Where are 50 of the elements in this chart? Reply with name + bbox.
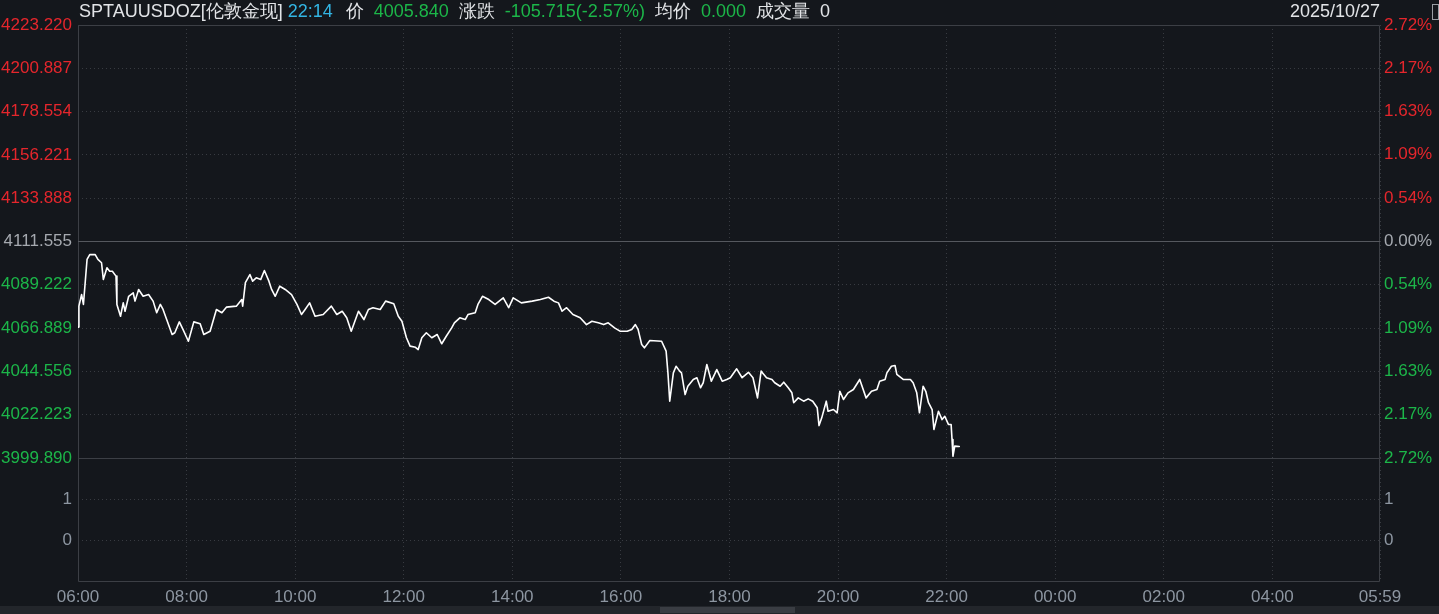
chart-title: SPTAUUSDOZ[伦敦金现]: [79, 0, 283, 23]
y-tick-label: 4133.888: [1, 187, 72, 207]
y2-tick-label: 1.63%: [1384, 360, 1433, 380]
x-tick-label: 02:00: [1142, 586, 1186, 606]
x-tick-label: 05:59: [1358, 586, 1402, 606]
x-tick-label: 08:00: [165, 586, 208, 606]
y2-tick-label: 1.09%: [1384, 317, 1433, 337]
y-tick-label: 4156.221: [1, 144, 72, 164]
x-tick-label: 14:00: [491, 586, 534, 606]
y2-tick-label: 2.72%: [1384, 14, 1433, 34]
y2-tick-label: 2.17%: [1384, 58, 1433, 78]
x-tick-label: 00:00: [1033, 586, 1077, 606]
y2-tick-label: 1: [1384, 488, 1394, 508]
text: 2025/10/27: [1289, 0, 1380, 22]
y-tick-label: 1: [62, 488, 72, 508]
text: 均价: [654, 0, 691, 23]
y-tick-label: 3999.890: [1, 447, 72, 467]
x-tick-label: 12:00: [382, 586, 425, 606]
y-tick-label: 4178.554: [1, 101, 72, 121]
x-tick-label: 10:00: [273, 586, 317, 606]
y2-tick-label: 2.17%: [1384, 403, 1433, 423]
x-tick-label: 16:00: [599, 586, 643, 606]
y2-tick-label: 1.63%: [1384, 101, 1433, 121]
x-tick-label: 20:00: [816, 586, 860, 606]
chart-subtitle: 22:14: [287, 0, 333, 22]
y2-tick-label: 1.09%: [1384, 144, 1433, 164]
y2-tick-label: 2.72%: [1384, 447, 1433, 467]
y-tick-label: 4044.556: [1, 361, 72, 381]
text: 4005.840: [373, 0, 449, 22]
x-tick-label: 04:00: [1251, 586, 1294, 606]
x-tick-label: 06:00: [56, 586, 100, 606]
y2-tick-label: 0: [1384, 529, 1394, 549]
y-tick-label: 4223.220: [1, 14, 72, 34]
y2-tick-label: 0.54%: [1384, 274, 1433, 294]
y-tick-label: 4066.889: [1, 317, 72, 337]
y2-tick-label: 0.54%: [1384, 188, 1433, 208]
x-tick-label: 22:00: [925, 586, 968, 606]
x-tick-label: 18:00: [708, 586, 751, 606]
y2-tick-label: 0.00%: [1384, 231, 1433, 251]
text: 0: [819, 0, 830, 22]
text: 0.000: [700, 0, 746, 22]
y-tick-label: 0: [62, 529, 72, 549]
y-tick-label: 4200.887: [1, 57, 72, 77]
y-tick-label: 4111.555: [3, 231, 72, 251]
y-tick-label: 4022.223: [1, 404, 72, 424]
text: 成交量: [755, 0, 810, 23]
y-tick-label: 4089.222: [1, 274, 72, 294]
text: -105.715(-2.57%): [504, 0, 645, 22]
text: 价: [345, 0, 364, 23]
text: 涨跌: [458, 0, 495, 23]
